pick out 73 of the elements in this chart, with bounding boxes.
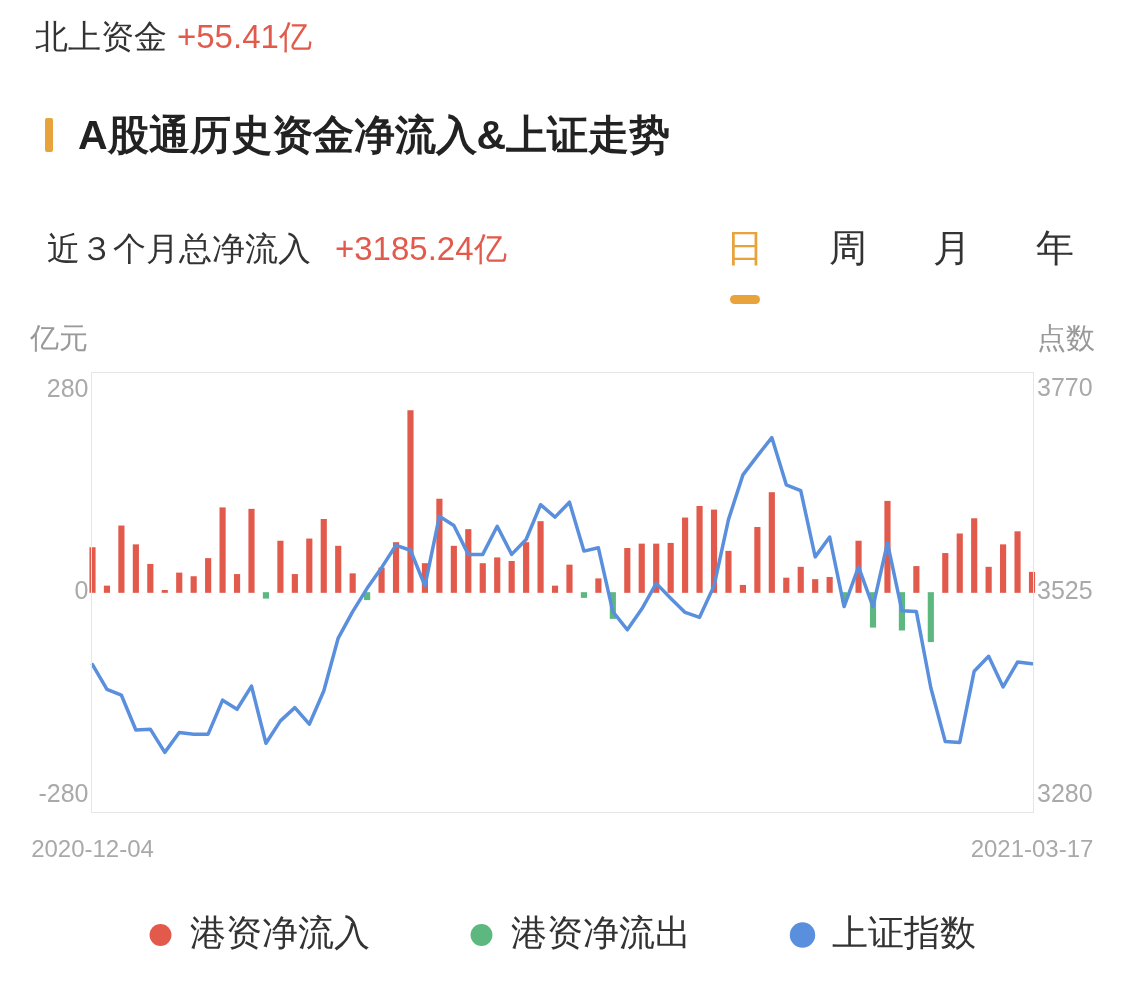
bar [971,518,978,593]
legend-label: 上证指数 [831,911,976,953]
bar [768,492,775,593]
x-tick-label: 2021-03-17 [970,835,1094,863]
bar [320,519,327,593]
bar [667,542,674,593]
bar [985,566,992,593]
bar [277,540,284,593]
text: 北上资金 [35,18,167,55]
bar [132,544,139,593]
chart-title: A股通历史资金净流入&上证走势 [78,111,671,159]
bar [826,576,833,593]
bar [494,557,501,593]
bar [103,585,111,593]
bar [797,566,804,593]
bar [696,505,703,593]
bar [682,517,689,593]
bar [335,545,342,593]
bar [927,592,934,643]
y-tick-label: -280 [38,779,89,808]
text: 月 [931,226,972,271]
bar [942,553,949,593]
bar [508,561,515,593]
y-axis-title: 亿元 [30,321,88,356]
bar [595,578,602,593]
bar [956,533,963,593]
text: 年 [1035,226,1076,271]
bar [638,543,645,593]
bar [147,563,154,593]
bar [624,547,631,593]
legend-label: 港资净流入 [189,911,370,953]
x-tick-label: 2020-12-04 [31,835,154,863]
text: 近３个月总净流入 [47,230,311,267]
bar [89,547,96,593]
text: 周 [828,226,869,271]
bar [407,410,414,593]
y-tick-label: 280 [46,373,89,402]
bar [161,590,168,593]
bar [580,592,588,598]
bar [233,574,241,593]
bar [783,577,790,593]
bar [812,579,819,593]
bar [551,585,559,593]
bar [205,558,212,593]
bar [754,526,761,593]
bar [537,521,544,593]
bar [248,508,255,593]
bar [262,592,270,599]
bar [190,576,197,593]
bar [479,563,486,593]
bar [739,584,746,593]
bar [306,538,313,593]
bar [291,574,298,593]
bar [349,573,356,593]
bar [176,572,183,593]
bar [118,525,125,593]
y2-tick-label: 3525 [1037,576,1093,605]
y2-axis-title: 点数 [1037,321,1095,356]
y2-tick-label: 3770 [1037,373,1093,402]
bar [450,545,457,593]
bar [725,550,732,593]
bar [913,566,920,593]
bar [1000,544,1007,593]
legend-label: 港资净流出 [510,911,691,953]
bar [523,542,530,593]
y2-tick-label: 3280 [1037,779,1093,808]
text: +3185.24亿 [335,230,507,267]
bar [219,507,226,593]
y-tick-label: 0 [74,576,89,605]
bar [1014,531,1021,593]
bar [566,564,573,593]
text: 日 [725,226,765,271]
text: +55.41亿 [177,18,312,55]
